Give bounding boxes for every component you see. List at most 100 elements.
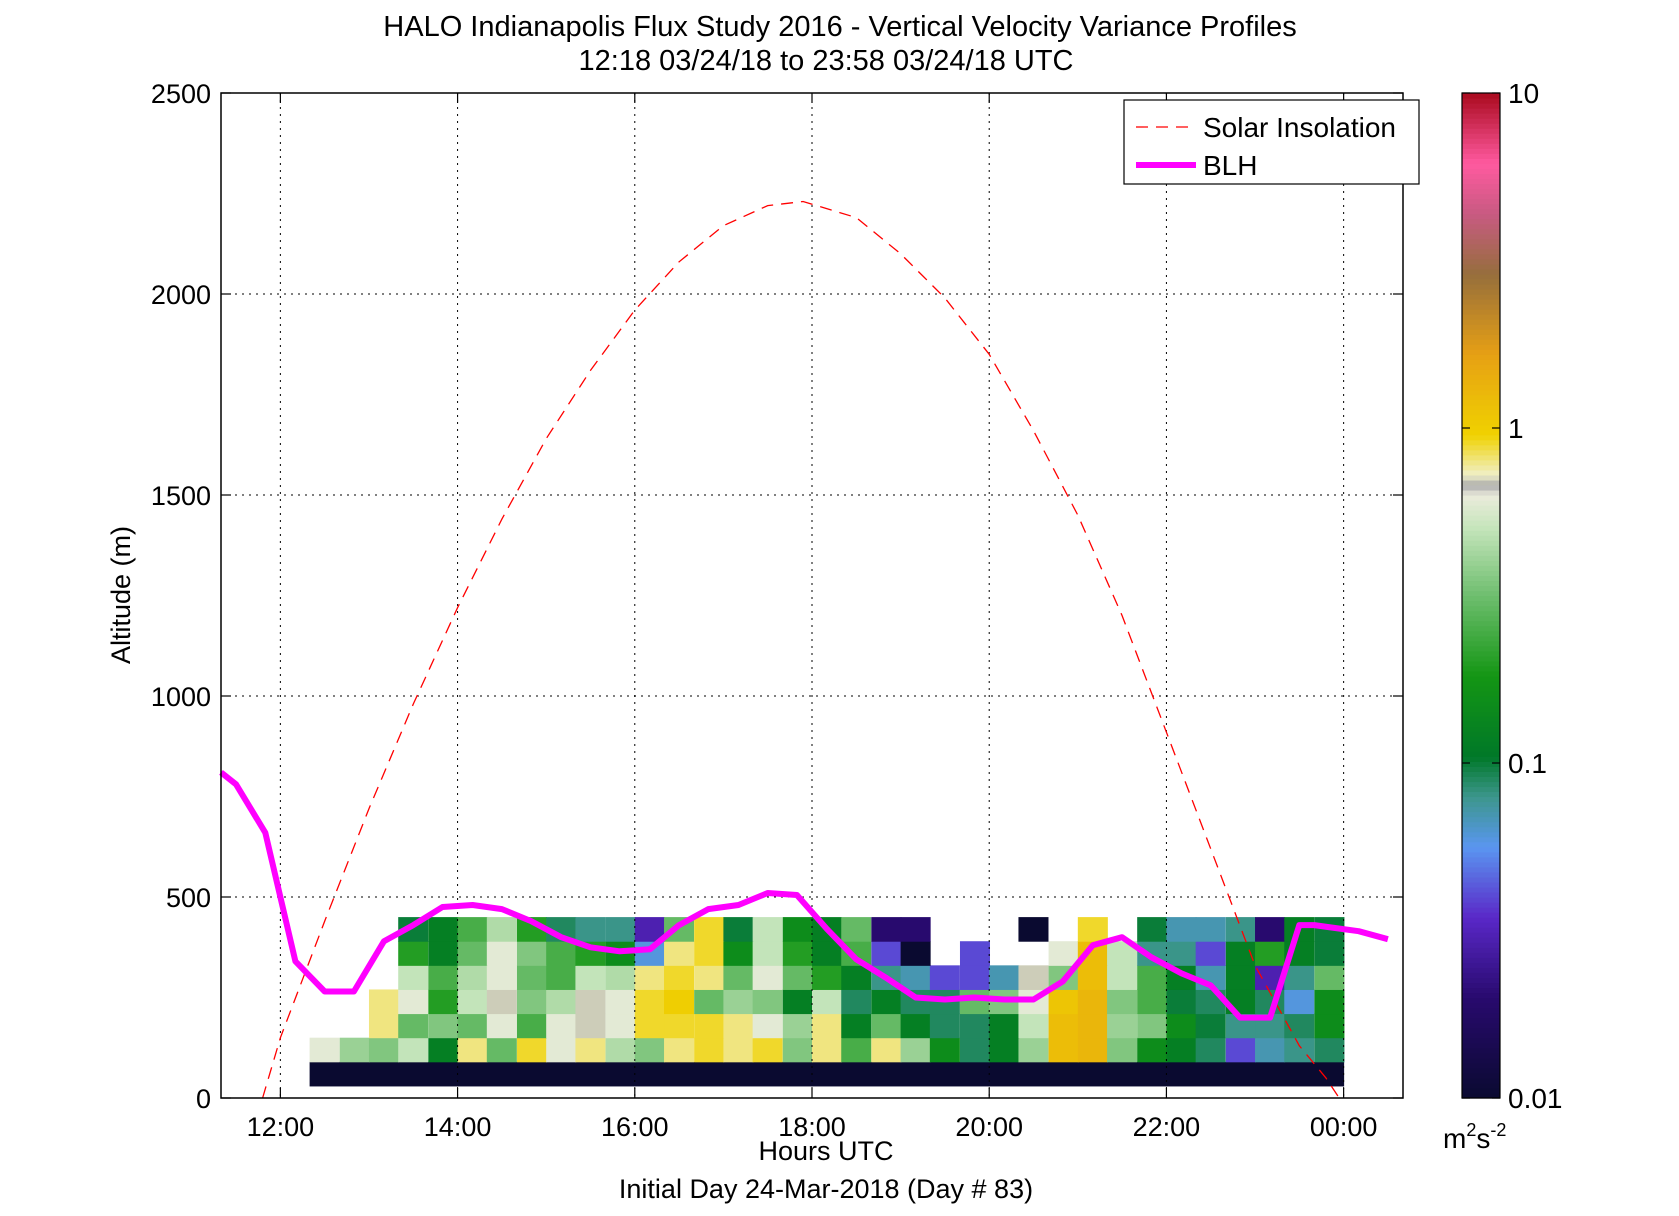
colorbar-segment bbox=[1462, 731, 1500, 737]
colorbar-segment bbox=[1462, 766, 1500, 772]
colorbar-segment bbox=[1462, 484, 1500, 491]
variance-cell bbox=[1107, 965, 1138, 990]
colorbar-segment bbox=[1462, 912, 1500, 918]
variance-cell bbox=[516, 941, 547, 966]
variance-cell bbox=[1107, 1013, 1138, 1039]
variance-cell bbox=[605, 1013, 636, 1039]
variance-cell bbox=[398, 1013, 429, 1039]
colorbar-segment bbox=[1462, 846, 1500, 853]
colorbar-segment bbox=[1462, 399, 1500, 406]
variance-cell bbox=[723, 917, 754, 942]
colorbar-segment bbox=[1462, 1082, 1500, 1089]
colorbar-segment bbox=[1462, 610, 1500, 617]
variance-cell bbox=[1284, 965, 1315, 990]
colorbar-segment bbox=[1462, 319, 1500, 325]
colorbar-segment bbox=[1462, 123, 1500, 129]
variance-cell bbox=[546, 965, 577, 990]
variance-cell bbox=[546, 1037, 577, 1063]
colorbar-segment bbox=[1462, 871, 1500, 878]
variance-cell bbox=[871, 1013, 902, 1039]
variance-cell bbox=[812, 989, 843, 1015]
y-tick-label: 1000 bbox=[151, 682, 211, 712]
colorbar-segment bbox=[1462, 741, 1500, 747]
colorbar-segment bbox=[1462, 635, 1500, 642]
variance-cell bbox=[871, 1037, 902, 1063]
x-tick-label: 16:00 bbox=[601, 1112, 669, 1142]
variance-cell bbox=[782, 917, 813, 942]
colorbar-segment bbox=[1462, 103, 1500, 109]
colorbar-segment bbox=[1462, 640, 1500, 647]
colorbar-segment bbox=[1462, 1087, 1500, 1094]
variance-cell bbox=[398, 965, 429, 990]
colorbar-segment bbox=[1462, 992, 1500, 999]
colorbar-segment bbox=[1462, 379, 1500, 386]
variance-cell bbox=[841, 1013, 872, 1039]
variance-cell bbox=[634, 965, 665, 990]
variance-cell bbox=[457, 917, 488, 942]
colorbar-segment bbox=[1462, 580, 1500, 587]
colorbar-segment bbox=[1462, 590, 1500, 597]
variance-cell bbox=[457, 989, 488, 1015]
variance-cell bbox=[309, 1061, 1345, 1087]
colorbar-segment bbox=[1462, 575, 1500, 582]
colorbar-segment bbox=[1462, 294, 1500, 300]
colorbar-tick-label: 10 bbox=[1508, 78, 1539, 109]
variance-cell bbox=[1255, 1037, 1286, 1063]
colorbar-segment bbox=[1462, 530, 1500, 536]
variance-cell bbox=[1048, 941, 1079, 966]
colorbar-segment bbox=[1462, 163, 1500, 169]
colorbar-units: m2s-2 bbox=[1443, 1120, 1506, 1154]
variance-cell bbox=[664, 941, 695, 966]
colorbar-segment bbox=[1462, 962, 1500, 968]
colorbar-segment bbox=[1462, 932, 1500, 938]
colorbar-segment bbox=[1462, 831, 1500, 838]
colorbar-segment bbox=[1462, 660, 1500, 667]
variance-cells bbox=[309, 917, 1345, 1087]
colorbar-segment bbox=[1462, 615, 1500, 622]
colorbar-segment bbox=[1462, 324, 1500, 330]
variance-cell bbox=[782, 965, 813, 990]
variance-cell bbox=[1166, 989, 1197, 1015]
variance-cell bbox=[752, 1013, 783, 1039]
variance-cell bbox=[752, 917, 783, 942]
variance-cell bbox=[1137, 917, 1168, 942]
colorbar-segment bbox=[1462, 419, 1500, 426]
variance-cell bbox=[486, 1037, 517, 1063]
colorbar-segment bbox=[1462, 771, 1500, 777]
variance-cell bbox=[1314, 1037, 1345, 1063]
colorbar-segment bbox=[1462, 479, 1500, 486]
variance-cell bbox=[634, 941, 665, 966]
colorbar-segment bbox=[1462, 937, 1500, 943]
colorbar-segment bbox=[1462, 243, 1500, 250]
x-tick-label: 20:00 bbox=[955, 1112, 1023, 1142]
variance-cell bbox=[1314, 1013, 1345, 1039]
variance-cell bbox=[1018, 965, 1049, 990]
colorbar-segment bbox=[1462, 796, 1500, 803]
colorbar-segment bbox=[1462, 1007, 1500, 1014]
variance-cell bbox=[1225, 1037, 1256, 1063]
variance-cell bbox=[1195, 1013, 1226, 1039]
variance-cell bbox=[1255, 917, 1286, 942]
colorbar-segment bbox=[1462, 570, 1500, 576]
variance-cell bbox=[546, 941, 577, 966]
colorbar-units-s: s bbox=[1476, 1123, 1490, 1154]
colorbar-segment bbox=[1462, 1012, 1500, 1019]
variance-cell bbox=[486, 941, 517, 966]
colorbar-segment bbox=[1462, 329, 1500, 335]
colorbar-segment bbox=[1462, 510, 1500, 516]
colorbar-segment bbox=[1462, 278, 1500, 285]
colorbar-segment bbox=[1462, 505, 1500, 511]
variance-cell bbox=[1166, 917, 1197, 942]
colorbar-segment bbox=[1462, 801, 1500, 808]
variance-cell bbox=[900, 1013, 931, 1039]
colorbar-segment bbox=[1462, 550, 1500, 556]
colorbar-segment bbox=[1462, 625, 1500, 632]
colorbar-segment bbox=[1462, 1062, 1500, 1069]
colorbar-segment bbox=[1462, 374, 1500, 381]
colorbar-segment bbox=[1462, 696, 1500, 702]
colorbar-segment bbox=[1462, 1032, 1500, 1039]
colorbar-segment bbox=[1462, 143, 1500, 149]
colorbar-segment bbox=[1462, 314, 1500, 320]
colorbar-segment bbox=[1462, 474, 1500, 481]
